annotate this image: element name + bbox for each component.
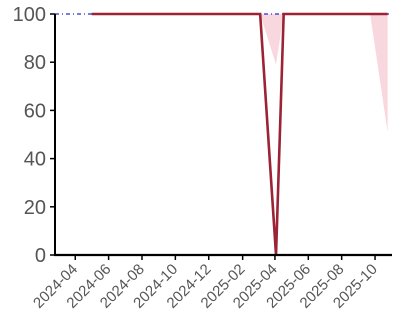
y-tick-label: 0 bbox=[35, 245, 46, 267]
y-tick-label: 80 bbox=[24, 52, 46, 74]
confidence-bands bbox=[260, 14, 388, 133]
series-layer bbox=[91, 12, 388, 256]
y-axis-ticks: 0 20 40 60 80 100 bbox=[13, 4, 55, 267]
y-tick-label: 40 bbox=[24, 149, 46, 171]
confidence-band-0 bbox=[260, 14, 284, 65]
confidence-band-1 bbox=[370, 14, 388, 133]
y-tick-label: 20 bbox=[24, 197, 46, 219]
y-tick-label: 60 bbox=[24, 100, 46, 122]
y-tick-label: 100 bbox=[13, 4, 46, 26]
series-line-0 bbox=[91, 12, 388, 256]
x-axis-ticks: 2024-042024-062024-082024-102024-122025-… bbox=[30, 255, 381, 312]
axes bbox=[54, 14, 392, 257]
